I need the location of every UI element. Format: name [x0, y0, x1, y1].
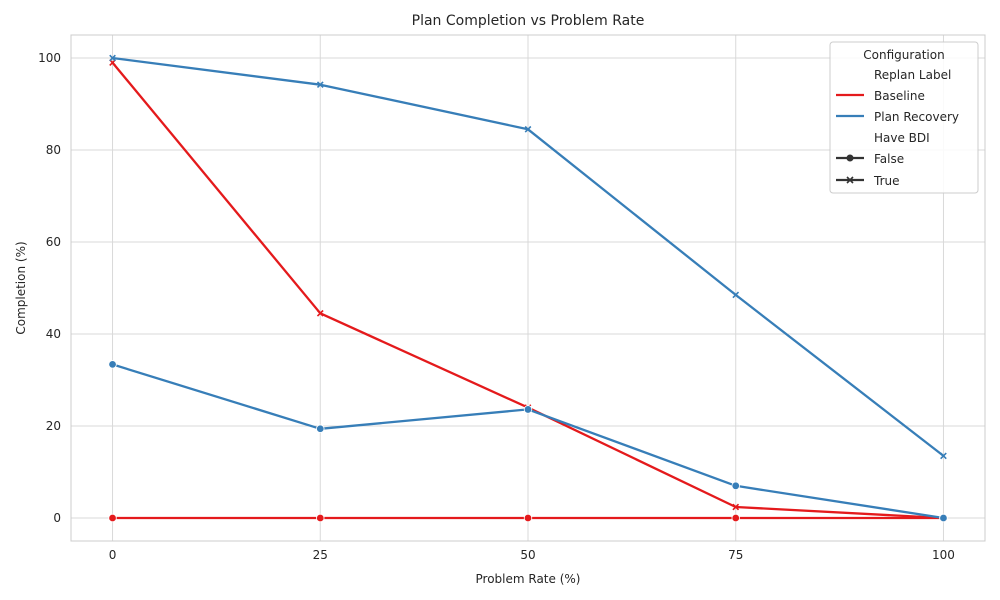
chart-title: Plan Completion vs Problem Rate — [412, 13, 645, 29]
x-tick-label: 100 — [932, 548, 955, 562]
legend-box — [829, 41, 979, 194]
y-tick-label: 20 — [46, 419, 61, 433]
legend-label-plan-recovery: Plan Recovery — [874, 110, 959, 124]
data-point-baseline-bdi-false — [316, 513, 325, 523]
series-markers — [108, 54, 948, 523]
data-point-plan-recovery-bdi-false — [939, 513, 948, 523]
data-point-plan-recovery-bdi-false — [731, 481, 740, 490]
y-axis-label: Completion (%) — [14, 241, 28, 334]
x-axis-label: Problem Rate (%) — [476, 572, 581, 586]
legend-label-false: False — [874, 152, 904, 166]
data-point-plan-recovery-bdi-true — [940, 452, 947, 460]
x-tick-label: 25 — [313, 548, 328, 562]
legend: Configuration Replan Label Baseline Plan… — [829, 41, 979, 194]
data-point-plan-recovery-bdi-true — [316, 81, 324, 89]
data-point-plan-recovery-bdi-true — [524, 125, 532, 133]
data-point-baseline-bdi-false — [523, 513, 533, 523]
legend-label-true: True — [873, 174, 900, 188]
data-point-plan-recovery-bdi-true — [109, 54, 116, 62]
data-point-plan-recovery-bdi-true — [732, 291, 740, 299]
data-point-baseline-bdi-false — [731, 513, 740, 523]
y-tick-label: 100 — [38, 51, 61, 65]
data-point-baseline-bdi-true — [732, 503, 740, 511]
legend-hue-title: Replan Label — [874, 68, 951, 82]
y-tick-label: 0 — [53, 511, 61, 525]
data-point-plan-recovery-bdi-false — [523, 405, 533, 414]
legend-circle-marker — [846, 154, 854, 162]
y-tick-label: 80 — [46, 143, 61, 157]
plot-frame — [70, 34, 986, 542]
x-tick-label: 0 — [109, 548, 117, 562]
x-tick-label: 75 — [728, 548, 743, 562]
y-tick-labels: 0 20 40 60 80 100 — [38, 51, 61, 525]
legend-label-baseline: Baseline — [874, 89, 925, 103]
y-tick-label: 40 — [46, 327, 61, 341]
data-point-plan-recovery-bdi-false — [108, 360, 117, 369]
legend-title: Configuration — [863, 48, 944, 62]
legend-x-marker — [846, 176, 854, 184]
data-point-baseline-bdi-false — [108, 513, 117, 523]
y-tick-label: 60 — [46, 235, 61, 249]
x-tick-label: 50 — [520, 548, 535, 562]
data-point-baseline-bdi-true — [316, 309, 324, 317]
data-point-plan-recovery-bdi-false — [316, 424, 325, 433]
legend-style-title: Have BDI — [874, 131, 930, 145]
x-tick-labels: 0 25 50 75 100 — [109, 548, 955, 562]
